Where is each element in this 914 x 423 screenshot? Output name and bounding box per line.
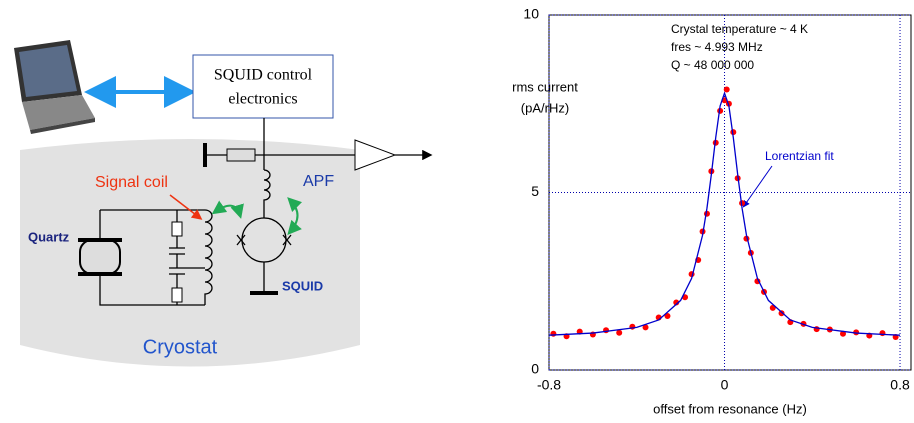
- data-point: [616, 329, 623, 336]
- cryostat-label: Cryostat: [143, 336, 218, 358]
- annotation-arrow: [742, 165, 773, 208]
- chart: rms current (pA/rHz) offset from resonan…: [512, 6, 912, 416]
- data-point: [839, 330, 846, 337]
- data-point: [778, 310, 785, 317]
- control-label: electronics: [228, 91, 297, 108]
- x-tick-label: 0.8: [890, 377, 910, 393]
- y-tick-label: 10: [523, 6, 539, 22]
- y-axis-label: rms current: [512, 79, 578, 94]
- apf-label: APF: [303, 173, 334, 190]
- data-point: [664, 313, 671, 320]
- diagram: SQUID control electronics Si: [14, 40, 433, 367]
- data-point: [550, 330, 557, 337]
- x-axis-label: offset from resonance (Hz): [653, 401, 807, 416]
- cryostat-body: [20, 139, 360, 367]
- control-label: SQUID control: [214, 67, 313, 84]
- x-tick-label: -0.8: [537, 377, 561, 393]
- control-box: [192, 54, 334, 119]
- data-point: [879, 330, 886, 337]
- quartz-label: Quartz: [28, 229, 70, 244]
- y-tick-label: 5: [531, 183, 539, 199]
- annotation: Q ~ 48 000 000: [671, 58, 754, 72]
- circuit: [78, 118, 433, 306]
- squid-label: SQUID: [282, 278, 323, 293]
- y-tick-label: 0: [531, 361, 539, 377]
- signal-coil-label: Signal coil: [95, 174, 168, 191]
- data-point: [642, 324, 649, 331]
- fit-line: [548, 91, 901, 336]
- laptop: [14, 40, 95, 134]
- x-tick-label: 0: [721, 377, 729, 393]
- annotation: Crystal temperature ~ 4 K: [671, 22, 808, 36]
- data-point: [723, 86, 730, 93]
- y-axis-label: (pA/rHz): [521, 100, 569, 115]
- data-point: [673, 299, 680, 306]
- annotation: Lorentzian fit: [765, 149, 834, 163]
- data-point: [603, 327, 610, 334]
- annotation: fres ~ 4.993 MHz: [671, 40, 763, 54]
- data-point: [853, 329, 860, 336]
